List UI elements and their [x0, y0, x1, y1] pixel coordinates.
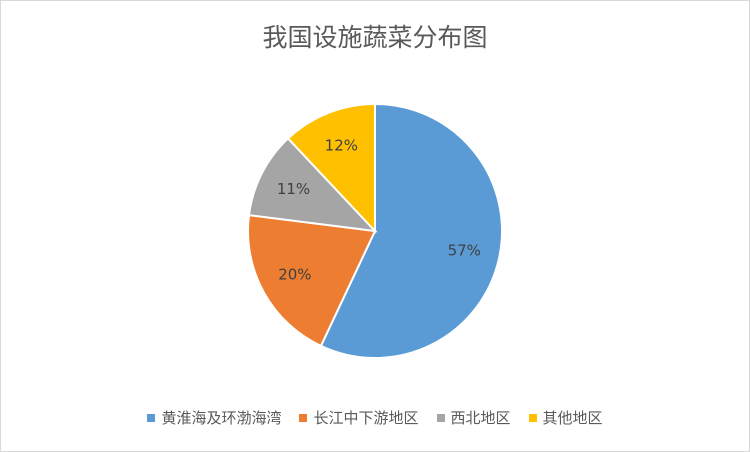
- chart-title: 我国设施蔬菜分布图: [262, 23, 487, 52]
- legend-item: 长江中下游地区: [299, 407, 419, 428]
- data-label: 12%: [325, 136, 358, 154]
- legend: 黄淮海及环渤海湾 长江中下游地区 西北地区 其他地区: [1, 407, 749, 428]
- pie-slice: [247, 137, 378, 233]
- data-label: 11%: [277, 180, 310, 198]
- legend-swatch: [436, 413, 445, 422]
- legend-swatch: [147, 413, 156, 422]
- data-label: 20%: [278, 266, 311, 284]
- legend-item: 其他地区: [528, 407, 603, 428]
- legend-swatch: [528, 413, 537, 422]
- data-label: 57%: [448, 241, 481, 259]
- legend-label: 黄淮海及环渤海湾: [161, 409, 282, 427]
- legend-item: 黄淮海及环渤海湾: [147, 407, 281, 428]
- legend-item: 西北地区: [436, 407, 511, 428]
- legend-label: 长江中下游地区: [313, 409, 419, 427]
- legend-swatch: [299, 413, 308, 422]
- legend-label: 西北地区: [450, 409, 511, 427]
- pie-slice: [247, 213, 377, 348]
- pie-slice: [319, 102, 503, 359]
- pie-slice: [286, 102, 376, 234]
- legend-label: 其他地区: [542, 409, 603, 427]
